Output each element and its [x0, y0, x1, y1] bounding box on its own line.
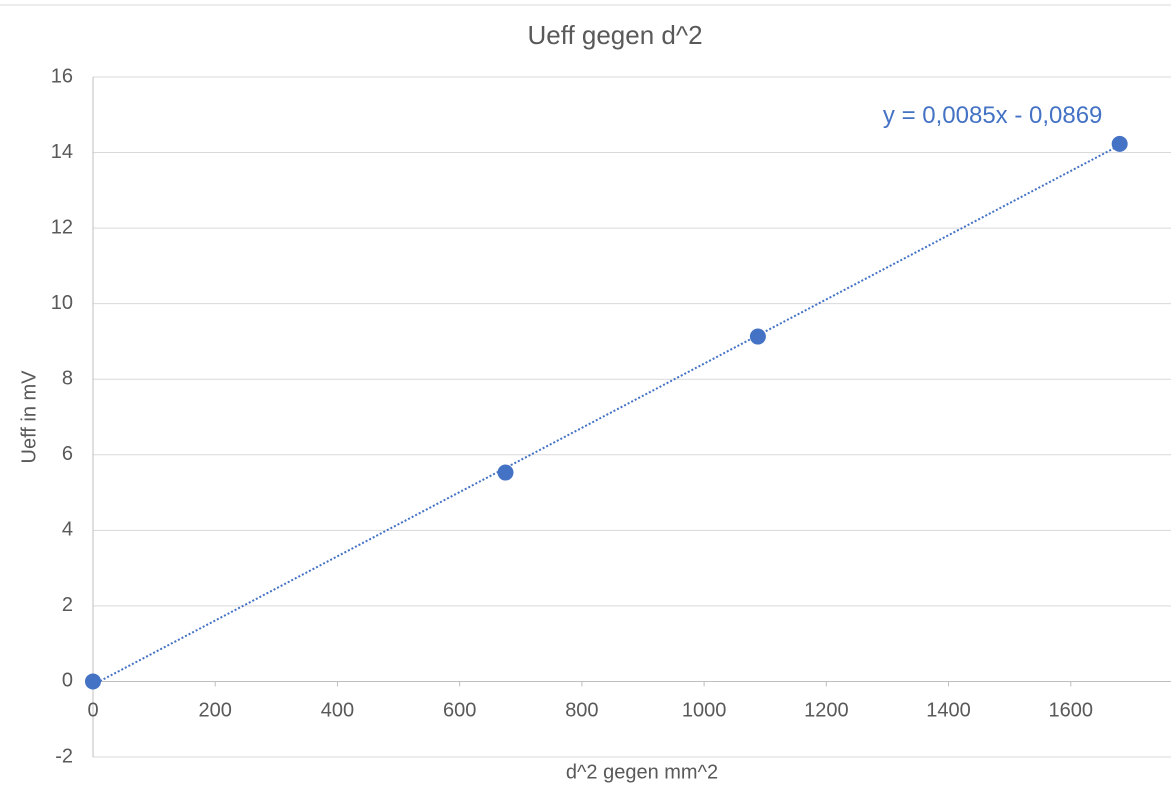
y-axis-label: Ueff in mV	[18, 370, 40, 464]
y-tick-label: 16	[51, 65, 73, 87]
x-tick-label: 600	[443, 700, 476, 722]
x-tick-label: 800	[565, 700, 598, 722]
x-tick-label: 1600	[1049, 700, 1094, 722]
chart-title: Ueff gegen d^2	[527, 20, 702, 50]
trendline-label: y = 0,0085x - 0,0869	[883, 102, 1103, 129]
data-point	[1111, 135, 1128, 152]
y-tick-label: 12	[51, 216, 73, 238]
x-tick-label: 1000	[682, 700, 727, 722]
data-point	[749, 328, 766, 345]
x-tick-label: 1400	[926, 700, 971, 722]
y-tick-label: 2	[62, 594, 73, 616]
y-tick-label: 8	[62, 368, 73, 390]
y-tick-label: 4	[62, 519, 73, 541]
data-point	[85, 673, 101, 690]
y-tick-label: 0	[62, 670, 73, 692]
y-tick-label: 10	[51, 292, 73, 314]
x-tick-label: 0	[87, 700, 98, 722]
y-tick-label: 6	[62, 443, 73, 465]
data-point	[497, 464, 514, 481]
x-tick-label: 1200	[804, 700, 849, 722]
x-tick-label: 200	[199, 700, 232, 722]
x-tick-label: 400	[321, 700, 354, 722]
y-tick-label: -2	[55, 745, 73, 767]
x-axis-label: d^2 gegen mm^2	[566, 761, 718, 783]
trendline	[92, 144, 1121, 686]
y-tick-label: 14	[51, 141, 73, 163]
